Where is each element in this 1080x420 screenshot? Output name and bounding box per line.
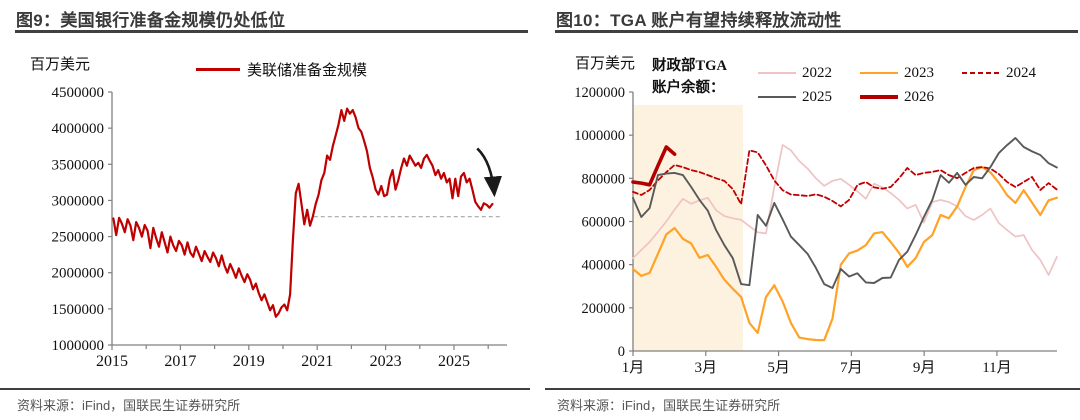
svg-text:2021: 2021 [301, 353, 333, 370]
svg-text:1000000: 1000000 [574, 128, 625, 144]
figure9-panel: 图9：美国银行准备金规模仍处低位 百万美元 美联储准备金规模 1000000 15… [0, 11, 530, 413]
series-2023-label: 2023 [904, 64, 934, 81]
svg-text:800000: 800000 [582, 171, 626, 187]
figure10-title-underline [555, 30, 1078, 33]
reserves-legend-label: 美联储准备金规模 [247, 63, 368, 79]
legend-item-2023: 2023 [860, 64, 934, 81]
series-2026-swatch [860, 95, 898, 99]
svg-text:4500000: 4500000 [52, 85, 105, 101]
figure9-source: 资料来源：iFind，国联民生证券研究所 [17, 398, 241, 413]
svg-text:4000000: 4000000 [52, 121, 105, 137]
series-2025-label: 2025 [802, 88, 832, 105]
svg-text:3月: 3月 [695, 360, 718, 376]
svg-text:9月: 9月 [913, 360, 936, 376]
svg-text:2023: 2023 [370, 353, 402, 370]
svg-text:2025: 2025 [438, 353, 470, 370]
legend-item-2025: 2025 [758, 88, 832, 105]
figure10-source-rule [545, 388, 1080, 390]
figure10-source: 资料来源：iFind，国联民生证券研究所 [557, 398, 781, 413]
fed-reserves-chart: 1000000 1500000 2000000 2500000 3000000 35000… [52, 85, 507, 370]
svg-text:2500000: 2500000 [52, 230, 105, 246]
svg-text:3000000: 3000000 [52, 193, 105, 209]
svg-text:1月: 1月 [622, 360, 645, 376]
svg-text:7月: 7月 [840, 360, 863, 376]
legend-item-2026: 2026 [860, 88, 934, 105]
svg-text:600000: 600000 [582, 215, 626, 231]
series-2022-label: 2022 [802, 64, 832, 81]
figure10-unit-label: 百万美元 [575, 56, 636, 72]
series-2024-label: 2024 [1006, 64, 1036, 81]
svg-text:5月: 5月 [767, 360, 790, 376]
svg-text:2017: 2017 [164, 353, 196, 370]
svg-text:0: 0 [618, 344, 625, 360]
legend-title-line2: 账户余额： [652, 79, 725, 96]
svg-text:1200000: 1200000 [574, 85, 625, 101]
reserves-line-swatch [196, 68, 240, 71]
tga-balance-chart: 0 200000 400000 600000 800000 1000000 1200000 1… [574, 85, 1059, 376]
figure10-title: 图10：TGA 账户有望持续释放流动性 [556, 11, 842, 30]
series-2024-swatch [962, 72, 1000, 74]
legend-item-2024: 2024 [962, 64, 1036, 81]
legend-item-2022: 2022 [758, 64, 832, 81]
figure9-title-underline [15, 30, 528, 33]
svg-text:3500000: 3500000 [52, 157, 105, 173]
figure10-legend-title: 财政部TGA 账户余额： [652, 56, 756, 100]
svg-text:400000: 400000 [582, 258, 626, 274]
svg-text:2015: 2015 [96, 353, 128, 370]
series-2023-swatch [860, 72, 898, 74]
svg-text:200000: 200000 [582, 301, 626, 317]
series-2022-swatch [758, 72, 796, 74]
figure9-source-rule [0, 388, 530, 390]
svg-text:11月: 11月 [982, 360, 1011, 376]
svg-text:1000000: 1000000 [52, 338, 105, 354]
figure9-title: 图9：美国银行准备金规模仍处低位 [16, 11, 286, 30]
legend-title-line1: 财政部TGA [652, 58, 727, 74]
series-2026-label: 2026 [904, 88, 934, 105]
figure9-legend: 美联储准备金规模 [196, 59, 367, 80]
svg-text:2000000: 2000000 [52, 266, 105, 282]
figure9-unit-label: 百万美元 [30, 57, 91, 73]
series-2025-swatch [758, 96, 796, 98]
svg-text:2019: 2019 [233, 353, 265, 370]
figure10-panel: 图10：TGA 账户有望持续释放流动性 百万美元 财政部TGA 账户余额： 20… [540, 0, 1080, 420]
svg-text:1500000: 1500000 [52, 302, 105, 318]
